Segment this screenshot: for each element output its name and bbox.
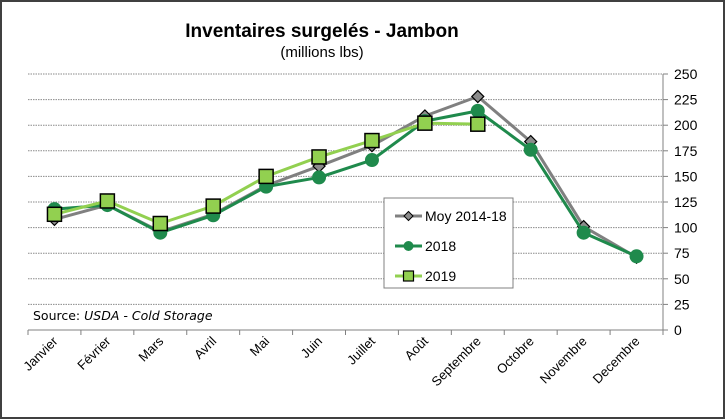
- legend-marker: [403, 241, 414, 251]
- y-tick-label: 150: [674, 168, 698, 184]
- x-tick-label: Août: [401, 333, 431, 363]
- y-tick-labels: 0 25 50 75 100 125 150 175 200 225 250: [674, 66, 698, 338]
- legend-label: Moy 2014-18: [425, 208, 507, 224]
- y-tick-label: 100: [674, 220, 698, 236]
- x-tick-label: Mai: [247, 333, 272, 358]
- data-point: [99, 193, 116, 209]
- legend-item: Moy 2014-18: [395, 208, 507, 224]
- legend-item: 2019: [395, 268, 456, 284]
- data-point: [205, 198, 221, 214]
- data-point: [312, 170, 327, 185]
- x-tick-label: Juin: [298, 334, 325, 361]
- y-tick-label: 175: [674, 143, 698, 159]
- x-tick-label: Octobre: [494, 334, 537, 377]
- data-point: [417, 115, 433, 131]
- source-note: Source: USDA - Cold Storage: [33, 308, 213, 323]
- data-point: [470, 116, 486, 132]
- y-tick-label: 200: [674, 117, 698, 133]
- x-tick-labels: Janvier Février Mars Avril Mai Juin Juillet Aoû…: [20, 333, 642, 389]
- legend-label: 2019: [425, 268, 456, 284]
- series-group: [46, 89, 644, 265]
- source-label: Source:: [33, 308, 84, 323]
- y-tick-label: 125: [674, 194, 698, 210]
- x-tick-label: Juillet: [344, 333, 378, 367]
- legend-marker: [403, 210, 414, 222]
- data-point: [470, 103, 485, 118]
- data-point: [576, 225, 591, 240]
- legend-label: 2018: [425, 238, 456, 254]
- series-moy-2014-18: [47, 89, 644, 265]
- series-2019: [46, 115, 486, 232]
- data-point: [523, 142, 538, 157]
- data-point: [629, 249, 644, 264]
- y-tick-label: 250: [674, 66, 698, 82]
- x-tick-label: Janvier: [20, 333, 61, 374]
- y-tick-label: 50: [674, 271, 690, 287]
- source-value: USDA - Cold Storage: [84, 308, 213, 323]
- x-tick-label: Février: [74, 333, 114, 373]
- x-tick-label: Septembre: [428, 334, 484, 390]
- legend: Moy 2014-18 2018 2019: [383, 197, 514, 289]
- x-tick-label: Avril: [191, 333, 219, 361]
- x-tick-label: Mars: [135, 333, 166, 364]
- axes: [27, 73, 668, 335]
- legend-marker: [402, 270, 415, 282]
- series-line: [54, 109, 638, 258]
- x-tick-label: Novembre: [537, 334, 590, 387]
- series-2018: [47, 103, 644, 264]
- x-tick-label: Decembre: [590, 334, 643, 387]
- y-tick-label: 0: [674, 322, 682, 338]
- y-tick-label: 225: [674, 92, 698, 108]
- gridlines: [28, 73, 663, 305]
- y-tick-label: 25: [674, 296, 690, 312]
- y-tick-label: 75: [674, 245, 690, 261]
- data-point: [364, 132, 380, 149]
- data-point: [470, 89, 485, 104]
- data-point: [364, 153, 379, 168]
- data-point: [311, 149, 327, 165]
- legend-item: 2018: [395, 238, 456, 254]
- chart-title: Inventaires surgelés - Jambon: [185, 21, 459, 42]
- data-point: [152, 215, 169, 232]
- chart-subtitle: (millions lbs): [280, 44, 363, 61]
- data-point: [46, 206, 63, 223]
- data-point: [258, 168, 274, 185]
